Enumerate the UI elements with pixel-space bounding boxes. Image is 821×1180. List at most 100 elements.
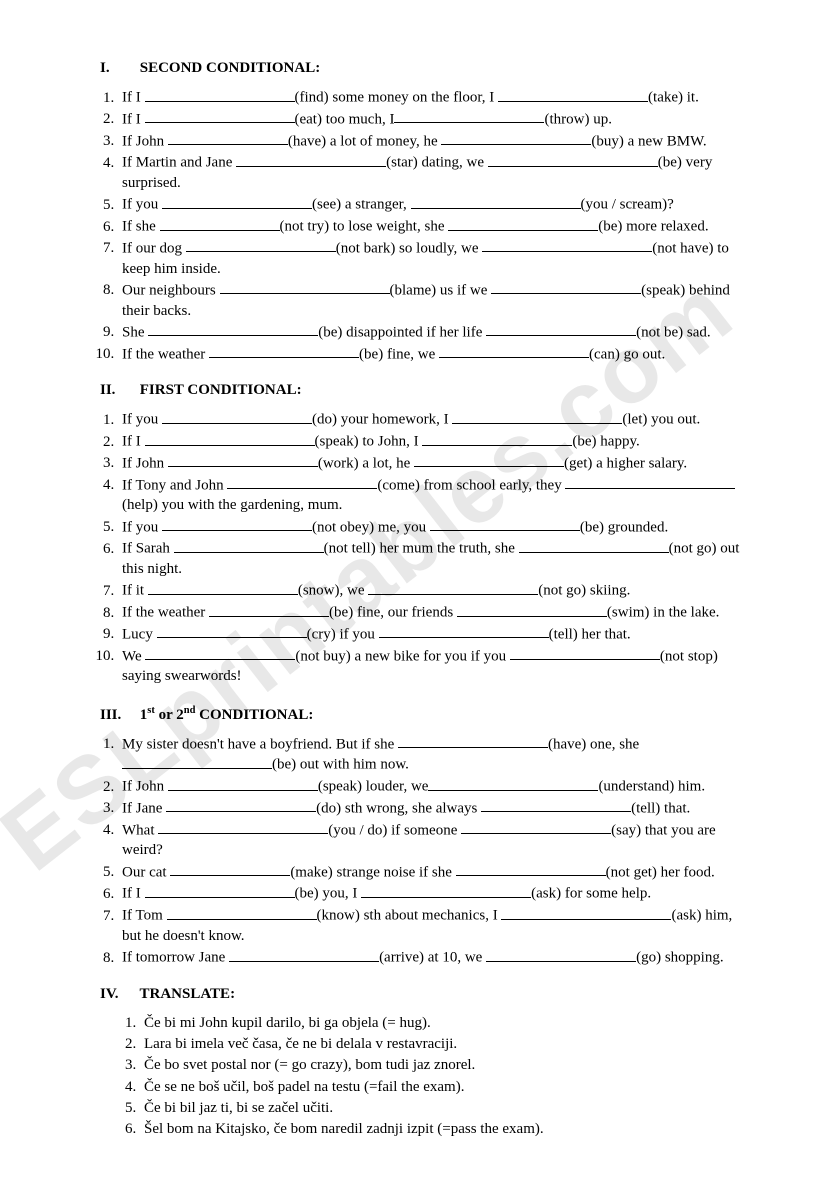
- text: (speak) louder, we: [318, 779, 429, 795]
- text: (buy) a new BMW.: [591, 133, 706, 149]
- blank[interactable]: [186, 238, 336, 253]
- blank[interactable]: [168, 131, 288, 146]
- list-item: If John (work) a lot, he (get) a higher …: [118, 453, 741, 474]
- blank[interactable]: [166, 798, 316, 813]
- blank[interactable]: [162, 409, 312, 424]
- blank[interactable]: [227, 475, 377, 490]
- text: (ask) for some help.: [531, 886, 651, 902]
- text: What: [122, 822, 158, 838]
- blank[interactable]: [498, 87, 648, 102]
- list-item: Če bi bil jaz ti, bi se začel učiti.: [140, 1098, 741, 1118]
- list-item: If she (not try) to lose weight, she (be…: [118, 216, 741, 237]
- blank[interactable]: [157, 624, 307, 639]
- worksheet-page: I. SECOND CONDITIONAL: If I (find) some …: [0, 0, 821, 1180]
- blank[interactable]: [361, 883, 531, 898]
- blank[interactable]: [488, 152, 658, 167]
- blank[interactable]: [428, 776, 598, 791]
- blank[interactable]: [486, 322, 636, 337]
- blank[interactable]: [162, 517, 312, 532]
- list-item: If you (see) a stranger, (you / scream)?: [118, 194, 741, 215]
- blank[interactable]: [411, 194, 581, 209]
- blank[interactable]: [168, 776, 318, 791]
- text: We: [122, 648, 145, 664]
- blank[interactable]: [456, 862, 606, 877]
- exercise-2-list: If you (do) your homework, I (let) you o…: [90, 409, 741, 686]
- text: (swim) in the lake.: [607, 605, 719, 621]
- blank[interactable]: [220, 280, 390, 295]
- blank[interactable]: [457, 602, 607, 617]
- text: If the weather: [122, 605, 209, 621]
- blank[interactable]: [481, 798, 631, 813]
- list-item: Lara bi imela več časa, če ne bi delala …: [140, 1034, 741, 1054]
- text: If Jane: [122, 800, 166, 816]
- blank[interactable]: [565, 475, 735, 490]
- text: (not buy) a new bike for you if you: [295, 648, 510, 664]
- text: (throw) up.: [544, 111, 612, 127]
- blank[interactable]: [486, 947, 636, 962]
- blank[interactable]: [170, 862, 290, 877]
- blank[interactable]: [209, 602, 329, 617]
- blank[interactable]: [491, 280, 641, 295]
- text: If our dog: [122, 240, 186, 256]
- list-item: If I (eat) too much, I(throw) up.: [118, 109, 741, 130]
- text: (tell) her that.: [549, 626, 631, 642]
- text: (let) you out.: [622, 412, 700, 428]
- blank[interactable]: [229, 947, 379, 962]
- blank[interactable]: [168, 453, 318, 468]
- blank[interactable]: [174, 538, 324, 553]
- blank[interactable]: [145, 883, 295, 898]
- text: (get) a higher salary.: [564, 455, 687, 471]
- blank[interactable]: [145, 87, 295, 102]
- blank[interactable]: [122, 754, 272, 769]
- blank[interactable]: [394, 109, 544, 124]
- list-item: If Jane (do) sth wrong, she always (tell…: [118, 798, 741, 819]
- list-item: If John (have) a lot of money, he (buy) …: [118, 131, 741, 152]
- blank[interactable]: [158, 820, 328, 835]
- blank[interactable]: [160, 216, 280, 231]
- blank[interactable]: [519, 538, 669, 553]
- text: If Martin and Jane: [122, 155, 236, 171]
- section-1-heading: I. SECOND CONDITIONAL:: [90, 60, 741, 77]
- blank[interactable]: [162, 194, 312, 209]
- list-item: If Tony and John (come) from school earl…: [118, 475, 741, 516]
- text: She: [122, 324, 148, 340]
- blank[interactable]: [441, 131, 591, 146]
- text: If Tom: [122, 908, 167, 924]
- blank[interactable]: [452, 409, 622, 424]
- blank[interactable]: [209, 344, 359, 359]
- text: (go) shopping.: [636, 950, 724, 966]
- blank[interactable]: [379, 624, 549, 639]
- blank[interactable]: [145, 109, 295, 124]
- blank[interactable]: [510, 646, 660, 661]
- text: (tell) that.: [631, 800, 690, 816]
- text: If John: [122, 779, 168, 795]
- blank[interactable]: [430, 517, 580, 532]
- blank[interactable]: [398, 734, 548, 749]
- blank[interactable]: [461, 820, 611, 835]
- blank[interactable]: [148, 322, 318, 337]
- list-item: If it (snow), we (not go) skiing.: [118, 580, 741, 601]
- blank[interactable]: [448, 216, 598, 231]
- blank[interactable]: [422, 431, 572, 446]
- text: (be) disappointed if her life: [318, 324, 486, 340]
- blank[interactable]: [414, 453, 564, 468]
- blank[interactable]: [439, 344, 589, 359]
- text: (not go) skiing.: [538, 583, 630, 599]
- text: (not bark) so loudly, we: [336, 240, 483, 256]
- blank[interactable]: [368, 580, 538, 595]
- text: If the weather: [122, 346, 209, 362]
- blank[interactable]: [167, 905, 317, 920]
- blank[interactable]: [148, 580, 298, 595]
- blank[interactable]: [501, 905, 671, 920]
- text: (not obey) me, you: [312, 519, 430, 535]
- blank[interactable]: [236, 152, 386, 167]
- section-4-roman: IV.: [100, 986, 136, 1003]
- text: Our cat: [122, 864, 170, 880]
- blank[interactable]: [145, 431, 315, 446]
- blank[interactable]: [145, 646, 295, 661]
- section-3-heading: III. 1st or 2nd CONDITIONAL:: [90, 705, 741, 724]
- text: (star) dating, we: [386, 155, 488, 171]
- section-3-title: 1st or 2nd CONDITIONAL:: [140, 707, 314, 723]
- section-3-roman: III.: [100, 707, 136, 724]
- blank[interactable]: [482, 238, 652, 253]
